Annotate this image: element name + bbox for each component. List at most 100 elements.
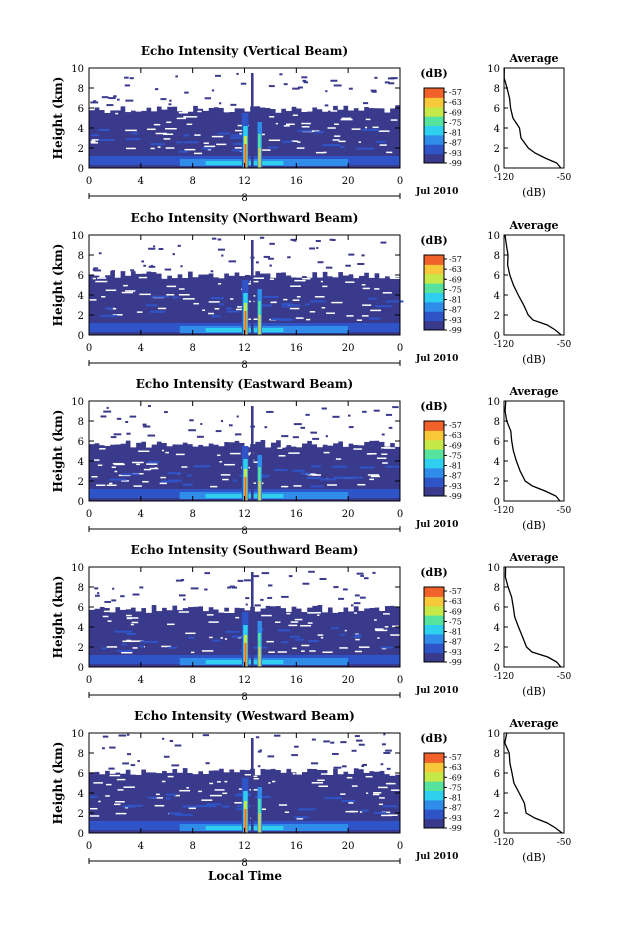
echo-patch [93, 269, 102, 272]
echo-top-gap [192, 271, 199, 278]
echo-top-gap [368, 768, 375, 772]
echo-top-gap [203, 440, 209, 447]
echo-gap [355, 638, 360, 641]
echo-top-gap [218, 605, 225, 613]
local-time-axis-label: Local Time [208, 869, 282, 883]
echo-top-gap [182, 271, 188, 279]
echo-top-gap [353, 105, 360, 109]
echo-gap [307, 612, 316, 614]
profile-x-tick-label: -120 [494, 838, 514, 848]
echo-gap [344, 629, 347, 632]
echo-patch [371, 90, 377, 93]
echo-top-gap [156, 271, 163, 274]
profile-x-tick-label: -50 [557, 838, 572, 848]
echo-patch [267, 755, 275, 758]
echo-gap [109, 774, 121, 777]
colorbar-tick-label: -75 [449, 285, 462, 294]
echo-streak [295, 638, 305, 641]
colorbar-tick-label: -57 [449, 255, 462, 264]
echo-gap [179, 789, 191, 792]
echo-top-gap [358, 768, 365, 770]
echo-gap [103, 610, 114, 613]
echo-gap [234, 129, 246, 132]
echo-patch [302, 79, 307, 82]
echo-patch [372, 571, 376, 574]
echo-gap [365, 775, 373, 778]
echo-top-gap [94, 440, 100, 444]
echo-patch [267, 584, 273, 587]
echo-gap [167, 623, 175, 626]
echo-top-gap [228, 440, 235, 443]
echo-top-gap [187, 768, 194, 773]
echo-top-gap [114, 271, 121, 278]
panel-title: Echo Intensity (Northward Beam) [131, 211, 359, 225]
echo-gap [284, 811, 290, 813]
echo-top-gap [114, 440, 121, 445]
echo-patch [175, 579, 183, 582]
echo-patch [162, 737, 165, 740]
echo-gap [362, 287, 370, 290]
echo-top-gap [260, 605, 266, 609]
echo-streak [375, 305, 392, 308]
echo-gap [386, 151, 393, 154]
echo-gap [188, 807, 196, 810]
y-tick-label: 0 [78, 331, 84, 342]
echo-patch [228, 424, 233, 427]
echo-gap [359, 811, 363, 813]
echo-gap [382, 292, 392, 294]
profile-title: Average [508, 551, 558, 564]
echo-gap [157, 307, 167, 310]
echo-patch [253, 575, 260, 578]
echo-top-gap [151, 440, 157, 445]
echo-streak [289, 635, 300, 638]
echo-gap [317, 634, 324, 636]
echo-patch [266, 410, 274, 413]
colorbar-tick-label: -93 [449, 316, 462, 325]
echo-gap [369, 478, 374, 481]
profile-line [504, 566, 562, 668]
echo-gap [125, 806, 129, 809]
echo-top-gap [275, 605, 282, 607]
echo-gap [261, 614, 272, 617]
echo-gap [309, 311, 316, 313]
echo-top-gap [120, 605, 126, 610]
echo-top-gap [125, 271, 131, 276]
echo-streak [267, 146, 278, 149]
echo-top-gap [342, 271, 349, 276]
echo-gap [97, 464, 103, 467]
profile-x-label: (dB) [522, 353, 546, 366]
echo-gap [364, 126, 368, 129]
echo-patch [302, 582, 310, 585]
colorbar-swatch [424, 255, 444, 265]
echo-gap [107, 620, 112, 622]
echo-streak [105, 307, 113, 310]
echo-top-gap [99, 440, 106, 446]
echo-top-gap [146, 768, 152, 773]
x-tick-label: 20 [342, 176, 355, 187]
echo-gap [376, 457, 387, 460]
echo-streak [167, 472, 182, 475]
echo-top-gap [368, 440, 375, 441]
echo-top-gap [135, 271, 142, 274]
echo-streak [131, 132, 138, 135]
echo-top-gap [363, 768, 370, 773]
echo-top-gap [384, 768, 391, 775]
y-tick-label: 0 [78, 164, 84, 175]
y-tick-label: 2 [78, 144, 84, 155]
echo-patch [355, 739, 363, 742]
echo-gap [220, 637, 223, 639]
echo-gap [217, 781, 221, 783]
echo-gap [322, 285, 328, 288]
echo-patch [142, 423, 147, 426]
echo-gap [146, 128, 156, 131]
echo-top-gap [280, 105, 287, 109]
echo-top-gap [291, 105, 297, 107]
profile-y-tick-label: 10 [487, 397, 500, 408]
echo-top-gap [135, 605, 142, 612]
echo-gap [388, 814, 398, 816]
echo-streak [98, 138, 115, 141]
x-tick-label: 12 [238, 176, 251, 187]
colorbar-swatch [424, 799, 444, 810]
echo-patch [175, 75, 178, 78]
echo-patch [255, 736, 260, 739]
